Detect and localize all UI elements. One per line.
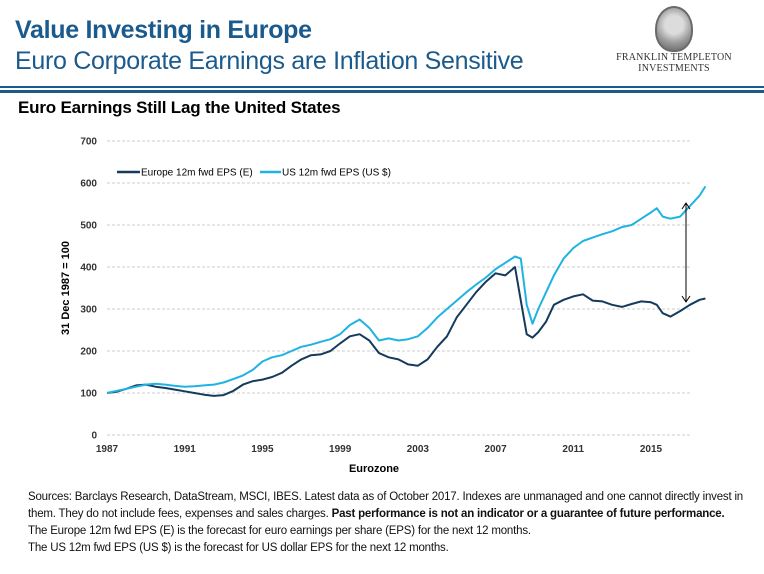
series-lines xyxy=(106,185,707,397)
y-tick-label: 0 xyxy=(91,431,97,442)
y-tick-label: 500 xyxy=(80,221,97,232)
x-tick-label: 2003 xyxy=(407,444,430,455)
line-chart: 0 100 200 300 400 500 600 700 1987 1991 1995 1999 2… xyxy=(60,137,707,475)
chart-section-title: Euro Earnings Still Lag the United State… xyxy=(18,98,341,117)
header-divider-thick xyxy=(0,90,764,93)
benjamin-franklin-portrait-icon xyxy=(655,6,693,52)
header-divider-thin xyxy=(0,86,764,88)
series-line-europe xyxy=(106,266,706,397)
y-tick-label: 600 xyxy=(80,179,97,190)
x-tick-label: 2011 xyxy=(562,444,584,455)
page-subtitle: Euro Corporate Earnings are Inflation Se… xyxy=(15,47,524,75)
x-tick-label: 2015 xyxy=(640,444,663,455)
x-axis-ticks: 1987 1991 1995 1999 2003 2007 2011 2015 xyxy=(96,444,663,455)
x-tick-label: 1987 xyxy=(96,444,119,455)
x-tick-label: 2007 xyxy=(484,444,507,455)
y-tick-label: 200 xyxy=(80,347,97,358)
logo-text-line1: FRANKLIN TEMPLETON xyxy=(616,52,732,63)
y-tick-label: 400 xyxy=(80,263,97,274)
x-axis-label: Eurozone xyxy=(349,463,399,475)
y-tick-label: 300 xyxy=(80,305,97,316)
page-title: Value Investing in Europe xyxy=(15,16,312,44)
gap-arrow-head-top xyxy=(681,202,691,210)
legend: Europe 12m fwd EPS (E) US 12m fwd EPS (U… xyxy=(117,168,391,179)
us-eps-definition: The US 12m fwd EPS (US $) is the forecas… xyxy=(28,542,449,554)
y-tick-label: 100 xyxy=(80,389,97,400)
sources-text: Sources: Barclays Research, DataStream, … xyxy=(28,491,743,520)
y-axis-label: 31 Dec 1987 = 100 xyxy=(60,241,72,335)
franklin-templeton-logo: FRANKLIN TEMPLETON INVESTMENTS xyxy=(603,6,745,84)
y-tick-label: 700 xyxy=(80,137,97,148)
footnotes: Sources: Barclays Research, DataStream, … xyxy=(28,489,748,557)
performance-disclaimer: Past performance is not an indicator or … xyxy=(331,508,725,520)
series-line-us xyxy=(106,185,707,394)
y-axis-ticks: 0 100 200 300 400 500 600 700 xyxy=(80,137,97,442)
europe-eps-definition: The Europe 12m fwd EPS (E) is the foreca… xyxy=(28,525,531,537)
x-tick-label: 1999 xyxy=(329,444,352,455)
gap-arrow-annotation xyxy=(681,202,691,303)
gap-arrow-head-bottom xyxy=(681,295,691,303)
legend-label-us: US 12m fwd EPS (US $) xyxy=(282,168,391,179)
grid-lines xyxy=(107,140,690,436)
sources-note: Sources: Barclays Research, DataStream, … xyxy=(28,489,748,523)
logo-text-line2: INVESTMENTS xyxy=(638,63,710,74)
legend-label-europe: Europe 12m fwd EPS (E) xyxy=(141,168,253,179)
x-tick-label: 1995 xyxy=(251,444,274,455)
x-tick-label: 1991 xyxy=(174,444,197,455)
